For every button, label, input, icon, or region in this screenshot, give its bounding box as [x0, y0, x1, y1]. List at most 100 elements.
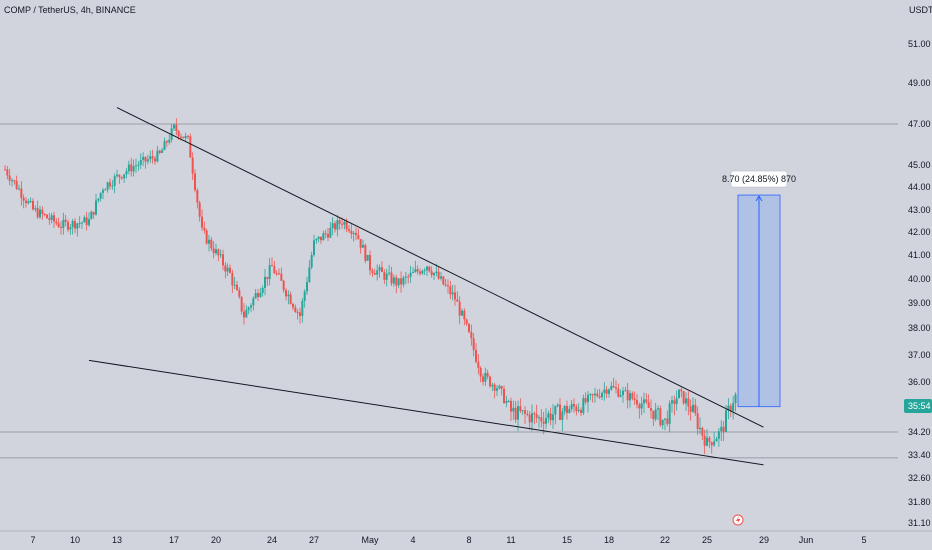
candle-body [294, 307, 297, 313]
candle-body [329, 227, 332, 238]
candle-body [715, 438, 718, 442]
candle-body [390, 272, 393, 284]
candle-body [71, 220, 74, 228]
candle-body [43, 214, 46, 216]
candle-body [521, 410, 524, 412]
candle-body [168, 139, 171, 143]
candle-body [369, 255, 371, 271]
candle-body [173, 124, 175, 129]
candle-body [528, 414, 531, 423]
candle-body [345, 221, 348, 230]
candle-body [130, 164, 133, 172]
candle-body [692, 404, 694, 412]
x-tick-label: 15 [562, 535, 572, 545]
candle-body [11, 180, 13, 182]
trendline-upper[interactable] [116, 107, 764, 428]
x-axis[interactable]: 7 10 13 17 20 24 27 May 4 8 11 15 18 22 25 29 Jun 5 [30, 535, 866, 545]
candle-body [139, 160, 142, 165]
candle-body [722, 426, 725, 432]
candle-body [301, 300, 304, 316]
candle-body [203, 227, 206, 231]
candle-body [194, 173, 196, 191]
y-tick-label: 43.00 [908, 205, 931, 215]
y-tick-label: 37.00 [908, 350, 931, 360]
candle-body [706, 437, 708, 446]
y-tick-label: 47.00 [908, 119, 931, 129]
x-tick-label: 4 [410, 535, 415, 545]
x-tick-label: 18 [604, 535, 614, 545]
candle-body [545, 417, 547, 424]
x-tick-label: Jun [799, 535, 814, 545]
x-tick-label: 22 [660, 535, 670, 545]
candle-body [638, 404, 641, 409]
candle-body [470, 332, 473, 339]
candle-body [608, 389, 610, 394]
x-tick-label: 10 [70, 535, 80, 545]
y-axis[interactable]: 51.00 49.00 47.00 45.00 44.00 43.00 42.00 41.00… [908, 39, 931, 528]
candle-body [320, 236, 322, 241]
y-tick-label: 31.80 [908, 497, 931, 507]
candle-body [563, 405, 566, 412]
candle-body [577, 409, 580, 411]
candle-body [123, 174, 126, 179]
candle-body [412, 271, 414, 273]
x-tick-label: May [361, 535, 379, 545]
candle-body [734, 394, 737, 404]
candle-body [308, 267, 311, 282]
candle-body [713, 441, 716, 446]
x-tick-label: 25 [702, 535, 712, 545]
candle-body [540, 417, 543, 422]
candle-body [687, 398, 690, 407]
candle-body [626, 390, 629, 401]
candle-body [402, 277, 405, 285]
candle-body [322, 233, 325, 241]
candle-body [250, 305, 252, 308]
candle-body [182, 136, 185, 139]
candle-body [334, 223, 336, 230]
candle-body [542, 421, 545, 424]
trendline-lower[interactable] [88, 359, 764, 466]
candle-body [104, 189, 107, 191]
candle-body [296, 312, 299, 314]
candle-body [444, 284, 447, 286]
currency-label: USDT [909, 5, 932, 15]
candle-body [491, 384, 494, 387]
candle-body [268, 265, 271, 279]
candle-body [594, 393, 596, 396]
y-tick-label: 31.10 [908, 518, 931, 528]
candle-body [468, 324, 470, 333]
candle-body [343, 221, 346, 225]
candle-body [549, 413, 552, 421]
candle-body [426, 266, 428, 271]
candle-body [341, 223, 343, 225]
candle-body [416, 269, 419, 272]
candle-body [475, 349, 477, 362]
candle-body [447, 285, 449, 287]
candle-body [661, 419, 664, 426]
y-tick-label: 33.40 [908, 450, 931, 460]
candle-body [201, 216, 203, 228]
candle-body [725, 410, 727, 432]
candle-body [680, 389, 683, 392]
trendlines[interactable] [88, 107, 764, 466]
candle-body [440, 276, 442, 279]
lightning-icon[interactable] [732, 514, 744, 526]
candle-body [46, 214, 48, 219]
candle-body [524, 410, 526, 414]
candle-body [226, 267, 229, 272]
candle-body [531, 413, 533, 423]
candle-body [430, 271, 433, 276]
candle-body [215, 249, 217, 254]
candle-body [519, 406, 522, 412]
candle-body [400, 278, 403, 285]
candle-body [25, 200, 27, 204]
candle-body [385, 273, 388, 280]
measure-tool[interactable]: 8.70 (24.85%) 870 [722, 170, 796, 408]
candle-body [97, 198, 100, 201]
candle-body [142, 156, 145, 161]
candle-body [92, 211, 95, 215]
candle-body [437, 271, 440, 279]
candle-body [20, 188, 23, 198]
candle-body [205, 230, 208, 244]
